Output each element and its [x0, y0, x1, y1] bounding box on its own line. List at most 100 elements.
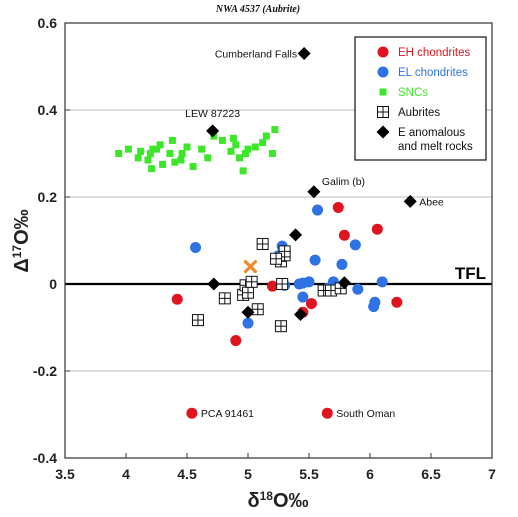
- annotation-label: Abee: [419, 196, 444, 208]
- x-tick-label: 6: [366, 466, 374, 482]
- eh-point: [186, 407, 198, 419]
- snc-point: [166, 150, 174, 157]
- x-tick-label: 4.5: [177, 466, 197, 482]
- x-tick-label: 5: [244, 466, 252, 482]
- aub-point: [274, 320, 287, 333]
- e_anom-point: [307, 185, 321, 199]
- snc-point: [177, 156, 185, 164]
- annotations: Cumberland Falls LEW 87223 Galim (b) Abee PC…: [185, 48, 444, 420]
- eh-point: [371, 223, 383, 235]
- e_anom-point: [289, 228, 303, 242]
- aub-point: [276, 278, 289, 290]
- legend-marker-aub: [377, 106, 389, 118]
- x-tick-label: 4: [122, 466, 130, 482]
- eh-point: [266, 280, 278, 292]
- snc-point: [218, 136, 226, 144]
- e_anom-point: [241, 305, 255, 319]
- snc-point: [271, 126, 279, 134]
- snc-point: [235, 154, 243, 162]
- legend-marker-el: [377, 66, 389, 78]
- snc-point: [198, 145, 206, 153]
- aub-point: [278, 245, 291, 258]
- eh-point: [230, 335, 242, 347]
- annotation-label: South Oman: [336, 408, 395, 420]
- snc-point: [144, 156, 152, 164]
- legend-label-aub: Aubrites: [398, 107, 440, 119]
- e_anom-point: [297, 46, 311, 60]
- x-axis-title: δ18O‰: [247, 489, 308, 512]
- legend-box: [354, 36, 487, 161]
- el-point: [312, 204, 324, 216]
- tick-labels: 0.6 0.4 0.2 0 -0.2 -0.43.5 4 4.5 5 5.5 6 6.5 7: [33, 15, 496, 482]
- sample-point: [243, 260, 258, 274]
- snc-point: [244, 145, 252, 153]
- snc-point: [134, 154, 142, 162]
- el-point: [309, 254, 321, 266]
- x-tick-label: 6.5: [421, 466, 441, 482]
- snc-point: [153, 145, 160, 153]
- snc-point: [115, 150, 123, 157]
- snc-point: [189, 163, 197, 171]
- aub-point: [218, 292, 231, 305]
- el-point: [352, 283, 364, 295]
- snc-point: [146, 150, 154, 157]
- y-tick-label: 0.6: [38, 15, 58, 31]
- el-point: [190, 241, 202, 253]
- eh-point: [391, 296, 403, 308]
- snc-point: [239, 167, 247, 175]
- legend-label-e_anom-line2: and melt rocks: [398, 141, 473, 153]
- aub-point: [270, 252, 283, 265]
- y-tick-label: 0.4: [38, 102, 58, 118]
- el-point: [369, 296, 381, 308]
- snc-point: [251, 143, 259, 151]
- snc-point: [178, 150, 186, 157]
- y-tick-label: 0.2: [38, 189, 58, 205]
- legend-marker-eh: [377, 46, 389, 58]
- el-point: [297, 291, 309, 303]
- legend: EH chondrites EL chondrites SNCs Aubrites E …: [354, 36, 487, 161]
- legend-label-eh: EH chondrites: [398, 47, 470, 59]
- el-point: [297, 277, 309, 289]
- el-point: [336, 258, 348, 270]
- snc-point: [204, 154, 212, 162]
- el-point: [349, 239, 361, 251]
- e_anom-point: [403, 194, 417, 208]
- y-tick-label: -0.2: [33, 363, 57, 379]
- snc-point: [159, 160, 167, 168]
- e_anom-point: [337, 276, 351, 290]
- data-points: [115, 46, 417, 419]
- el-point: [242, 317, 254, 329]
- snc-point: [232, 141, 240, 149]
- annotation-label: PCA 91461: [201, 408, 254, 420]
- aub-point: [242, 286, 254, 299]
- legend-label-e_anom: E anomalous: [398, 127, 465, 139]
- snc-point: [183, 143, 191, 151]
- annotation-label: Galim (b): [322, 176, 365, 188]
- snc-point: [148, 165, 156, 173]
- legend-marker-snc: [379, 88, 387, 96]
- el-point: [376, 276, 388, 288]
- snc-point: [149, 145, 157, 153]
- y-tick-label: 0: [49, 276, 57, 292]
- snc-point: [268, 150, 276, 157]
- snc-point: [259, 139, 267, 147]
- chart-title: NWA 4537 (Aubrite): [215, 4, 300, 15]
- snc-point: [227, 147, 235, 155]
- x-tick-label: 5.5: [299, 466, 319, 482]
- tfl-label: TFL: [455, 264, 486, 283]
- aub-point: [245, 275, 258, 288]
- e_anom-point: [206, 124, 220, 138]
- aub-point: [256, 237, 269, 250]
- legend-marker-e_anom: [376, 125, 390, 139]
- eh-point: [321, 407, 333, 419]
- e_anom-point: [293, 307, 307, 321]
- y-tick-label: -0.4: [33, 450, 57, 466]
- annotation-label: Cumberland Falls: [215, 48, 297, 60]
- legend-label-el: EL chondrites: [398, 67, 468, 79]
- plot-frame: [64, 22, 493, 459]
- snc-point: [168, 136, 176, 144]
- x-tick-label: 7: [488, 466, 496, 482]
- snc-point: [137, 147, 145, 155]
- eh-point: [332, 201, 344, 213]
